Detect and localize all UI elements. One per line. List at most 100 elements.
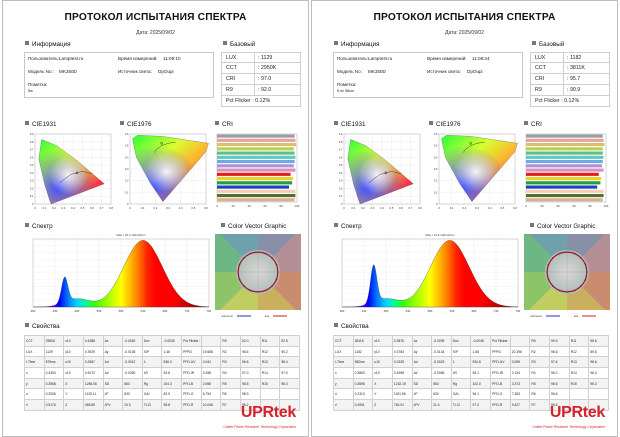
properties-cell: R3 bbox=[529, 356, 551, 369]
cri-bar-r12 bbox=[217, 185, 289, 189]
y-tick-label: 0.5 bbox=[125, 144, 129, 148]
properties-cell: u10 bbox=[63, 356, 84, 369]
properties-cell: PFD-G bbox=[490, 388, 511, 401]
properties-cell: 0.2536 bbox=[43, 388, 65, 401]
cie1931-header: CIE1931 bbox=[334, 121, 366, 128]
properties-cell: 0.3863 bbox=[352, 367, 374, 379]
properties-cell: y bbox=[24, 377, 45, 390]
cvg-vector-point bbox=[558, 252, 561, 255]
text-value: Информация bbox=[341, 41, 380, 48]
cvg-vector-point bbox=[271, 285, 273, 287]
cie1931-diagram: 0 0.1 0.2 0.3 0.4 0.5 0.6 0.7 0.8 0.9 0.8 0.7 0.6 0.5… bbox=[30, 132, 113, 210]
properties-row: u' 0.2313 Y 1181.96 λP 632 GAI 96.1 PFD-G 7.353 R6… bbox=[333, 388, 609, 401]
y-tick-label: 0.2 bbox=[339, 186, 343, 190]
cri-bar-r8 bbox=[526, 168, 604, 172]
color-vector-graphic: reference test bbox=[524, 234, 610, 320]
properties-cell: v' bbox=[24, 399, 45, 411]
uprtek-logo: UPRtek bbox=[549, 404, 605, 421]
measured-point bbox=[75, 171, 78, 175]
cvg-vector-point bbox=[249, 289, 252, 292]
x-tick-label: 0.4 bbox=[488, 206, 492, 210]
time-label: Время измерений: bbox=[118, 56, 158, 61]
cvg-legend-reference: reference bbox=[530, 314, 542, 318]
cri-bar-r4 bbox=[217, 151, 295, 155]
properties-cell: Y bbox=[63, 388, 84, 401]
section-square-icon bbox=[334, 223, 338, 227]
y-tick-label: 0 bbox=[127, 202, 129, 206]
spectrum-header: Спектр bbox=[25, 223, 53, 230]
cvg-vector-point bbox=[275, 263, 278, 266]
properties-cell: 0.3929 bbox=[82, 345, 104, 358]
properties-row: y 0.3696 X 1232.19 SD 583 Rg 102.0 PFD-B 3.373 R5 9… bbox=[333, 377, 609, 390]
cvg-vector-point bbox=[552, 257, 554, 259]
properties-cell: R14 bbox=[259, 367, 281, 379]
cri-bar-r2 bbox=[526, 143, 605, 147]
properties-cell: 2.134 bbox=[509, 367, 531, 379]
properties-cell: λPV bbox=[411, 399, 433, 411]
cri-bar-r5 bbox=[526, 155, 604, 159]
section-square-icon bbox=[524, 121, 528, 125]
properties-row: CCT 3811K x10 0.3876 Δx -0.0039 Duv -0.0048 Pct … bbox=[333, 335, 609, 347]
x-tick-label: 0.3 bbox=[475, 206, 479, 210]
cvg-vector-point bbox=[547, 263, 550, 266]
properties-cell: 1129.11 bbox=[82, 388, 104, 401]
properties-cell: TLCI bbox=[450, 399, 472, 411]
cvg-legend-area bbox=[215, 310, 301, 320]
properties-cell: 19.688 bbox=[200, 345, 222, 358]
report-date: Дата: 2025/09/02 bbox=[445, 30, 484, 36]
time-label: Время измерений: bbox=[427, 56, 467, 61]
properties-cell: 0.4353 bbox=[43, 367, 65, 379]
properties-cell: R4 bbox=[220, 367, 242, 379]
x-tick-label: 0 bbox=[438, 206, 440, 210]
cvg-vector-point bbox=[264, 289, 267, 292]
properties-cell: Rg bbox=[450, 377, 472, 390]
properties-cell: R9 bbox=[529, 335, 551, 347]
properties-cell: u' bbox=[333, 388, 354, 401]
info-header: Информация bbox=[334, 41, 380, 48]
text-value: CIE1976 bbox=[127, 121, 152, 128]
properties-cell: -0.0105 bbox=[122, 345, 143, 358]
section-square-icon bbox=[215, 121, 219, 125]
y-tick-label: 0.9 bbox=[30, 132, 34, 136]
properties-cell: 92.5 bbox=[279, 335, 300, 347]
cri-bar-r10 bbox=[217, 177, 293, 181]
cri-bar-r1 bbox=[526, 138, 604, 142]
properties-cell: 0.3876 bbox=[391, 335, 413, 347]
text-value: : 3811K bbox=[567, 65, 585, 71]
cri-bar-r14 bbox=[217, 194, 296, 198]
cvg-header: Color Vector Graphic bbox=[530, 223, 595, 230]
text-value: Color Vector Graphic bbox=[228, 223, 287, 230]
x-tick-label: 0.3 bbox=[371, 206, 375, 210]
section-square-icon bbox=[334, 323, 338, 327]
x-tick-label: 0.4 bbox=[71, 206, 75, 210]
properties-cell: 485.89 bbox=[82, 399, 104, 411]
properties-cell: 98.5 bbox=[240, 377, 261, 390]
properties-cell: Δx bbox=[102, 335, 124, 347]
source-label: Источник света: bbox=[118, 69, 152, 74]
cri-bar-r9 bbox=[526, 172, 599, 176]
properties-cell: 97.0 bbox=[279, 367, 300, 379]
cvg-vector-point bbox=[558, 289, 561, 292]
x-tick-label: 0.6 bbox=[204, 206, 208, 210]
properties-cell: X bbox=[372, 377, 393, 390]
properties-row: CCT 2950K x10 0.4388 Δx -0.0052 Duv -0.0030 Pct … bbox=[24, 335, 300, 347]
properties-cell: S/P bbox=[141, 345, 163, 358]
x-tick-label: 530 bbox=[97, 309, 102, 313]
x-tick-label: 430 bbox=[362, 309, 367, 313]
note-value: 5w bbox=[28, 89, 33, 93]
properties-cell: λR bbox=[141, 367, 163, 379]
x-tick-label: 480 bbox=[384, 309, 389, 313]
properties-cell: PPFD bbox=[181, 345, 202, 358]
properties-cell: 3.373 bbox=[509, 377, 531, 390]
spectrum-chart: Max = 26.3 mW/m2/nm 380 430 480 530 580 630 680… bbox=[31, 233, 211, 313]
text-value: Pct Flicker : 0.12% bbox=[535, 98, 580, 104]
properties-cell: 632 bbox=[431, 388, 452, 401]
properties-cell: 0.4991 bbox=[352, 399, 374, 411]
properties-cell: X bbox=[63, 377, 84, 390]
cie1976-header: CIE1976 bbox=[429, 121, 461, 128]
properties-cell: I-Time bbox=[24, 356, 45, 369]
x-tick-label: 100 bbox=[295, 204, 300, 208]
properties-cell: 92.0 bbox=[240, 335, 261, 347]
properties-cell: 96.6 bbox=[549, 377, 570, 390]
planckian-locus bbox=[153, 142, 176, 153]
